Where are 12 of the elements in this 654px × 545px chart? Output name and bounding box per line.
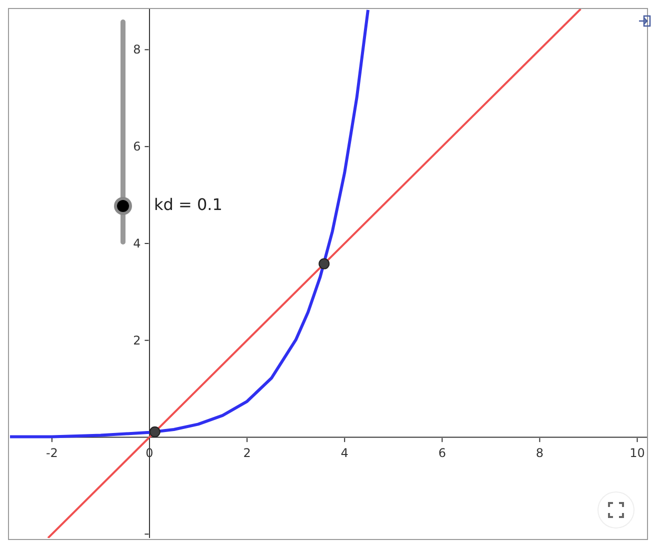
y-tick-label: 8 <box>133 42 141 57</box>
x-tick-label: 4 <box>340 446 348 460</box>
x-tick-label: -2 <box>46 446 58 460</box>
x-tick-label: 8 <box>536 446 544 460</box>
y-tick-label: 6 <box>133 140 141 154</box>
x-tick-label: 2 <box>243 446 251 460</box>
annotation: kd = 0.1 <box>154 195 222 214</box>
x-tick-label: 6 <box>438 446 446 460</box>
y-tick-label: 4 <box>133 236 141 250</box>
x-tick-label: 10 <box>630 446 645 460</box>
y-tick-label: 2 <box>133 333 141 348</box>
line-series <box>10 9 370 438</box>
